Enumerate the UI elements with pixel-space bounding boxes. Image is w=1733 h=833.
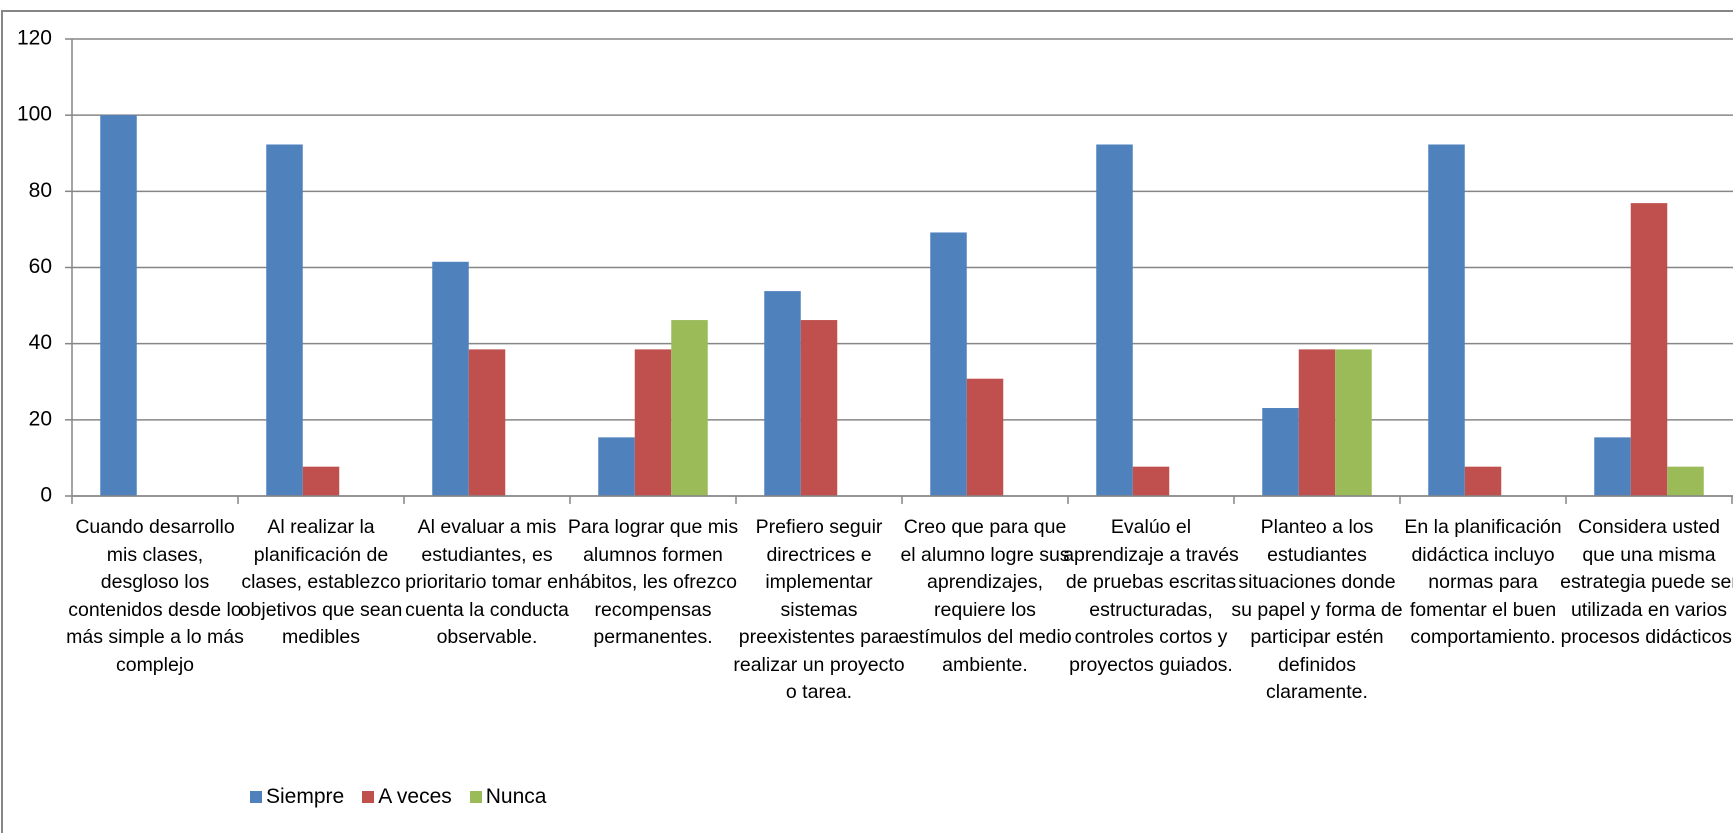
x-tick-label: Para lograr que mis alumnos formen hábit… [567, 516, 739, 648]
bar [1464, 466, 1502, 496]
bar [1335, 349, 1372, 496]
x-tick-label: Evalúo el aprendizaje a través de prueba… [1063, 516, 1239, 676]
bar [930, 232, 967, 497]
chart-frame [1, 10, 1733, 833]
bar [468, 349, 506, 496]
bar [1096, 144, 1133, 496]
bar [634, 349, 672, 496]
x-tick-label: Al evaluar a mis estudiantes, es priorit… [405, 516, 569, 648]
legend-swatch [362, 791, 375, 803]
bar [1594, 437, 1631, 496]
y-tick-label: 80 [29, 179, 52, 202]
x-tick-label: Al realizar la planificación de clases, … [239, 516, 403, 648]
x-tick-label: En la planificación didáctica incluyo no… [1404, 516, 1562, 648]
legend-label: Siempre [266, 785, 345, 808]
bar [764, 291, 801, 496]
legend-item: Nunca [469, 785, 547, 809]
y-tick-label: 100 [17, 103, 52, 126]
bar [302, 466, 340, 496]
legend-swatch [250, 791, 262, 803]
legend-swatch [469, 791, 482, 803]
x-tick-label: Creo que para que el alumno logre sus ap… [898, 516, 1072, 676]
legend-item: Siempre [250, 785, 344, 809]
bar [1428, 144, 1465, 496]
legend-label: A veces [378, 785, 452, 808]
y-tick-label: 0 [40, 484, 52, 507]
x-tick-label: Cuando desarrollo mis clases, desgloso l… [66, 516, 244, 676]
bar [1298, 349, 1336, 496]
bar [966, 378, 1004, 496]
bar [598, 437, 635, 496]
bar [432, 261, 469, 496]
y-tick-label: 120 [17, 27, 52, 50]
bar [1262, 408, 1299, 496]
y-tick-label: 40 [29, 331, 52, 354]
y-tick-label: 20 [29, 407, 52, 430]
bar [671, 320, 708, 496]
y-tick-label: 60 [29, 255, 52, 278]
x-tick-label: Planteo a los estudiantes situaciones do… [1231, 516, 1403, 703]
bar [266, 144, 303, 496]
bar [1132, 466, 1170, 496]
legend-label: Nunca [485, 785, 547, 808]
x-tick-label: Considera usted que una misma estrategia… [1560, 516, 1733, 648]
legend: Siempre A veces Nunca [250, 785, 546, 809]
bar [1630, 203, 1668, 496]
bar [100, 115, 137, 497]
x-tick-label: Prefiero seguir directrices e implementa… [733, 516, 905, 703]
bar [1667, 466, 1704, 496]
bar [800, 320, 838, 496]
legend-item: A veces [362, 785, 452, 809]
